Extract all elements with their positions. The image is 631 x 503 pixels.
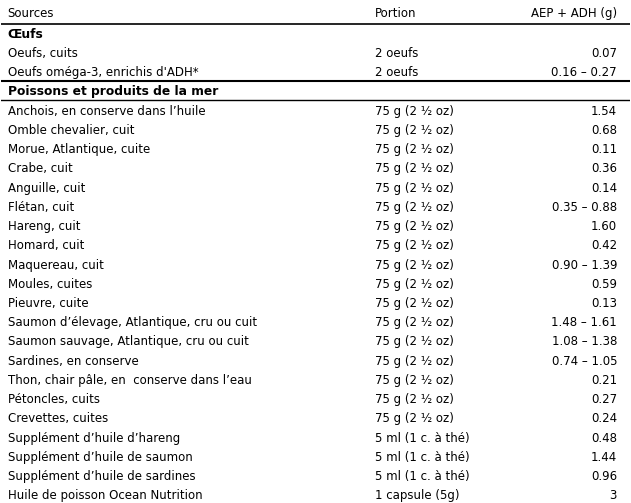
Text: Supplément d’huile d’hareng: Supplément d’huile d’hareng [8, 432, 180, 445]
Text: 75 g (2 ½ oz): 75 g (2 ½ oz) [375, 220, 454, 233]
Text: 0.16 – 0.27: 0.16 – 0.27 [551, 66, 617, 79]
Text: 75 g (2 ½ oz): 75 g (2 ½ oz) [375, 316, 454, 329]
Text: 0.74 – 1.05: 0.74 – 1.05 [551, 355, 617, 368]
Text: 5 ml (1 c. à thé): 5 ml (1 c. à thé) [375, 451, 470, 464]
Text: Anguille, cuit: Anguille, cuit [8, 182, 85, 195]
Text: 75 g (2 ½ oz): 75 g (2 ½ oz) [375, 239, 454, 253]
Text: Sources: Sources [8, 8, 54, 21]
Text: Sardines, en conserve: Sardines, en conserve [8, 355, 138, 368]
Text: 2 oeufs: 2 oeufs [375, 66, 418, 79]
Text: 0.27: 0.27 [591, 393, 617, 406]
Text: 75 g (2 ½ oz): 75 g (2 ½ oz) [375, 124, 454, 137]
Text: Moules, cuites: Moules, cuites [8, 278, 92, 291]
Text: 1.08 – 1.38: 1.08 – 1.38 [551, 336, 617, 349]
Text: 75 g (2 ½ oz): 75 g (2 ½ oz) [375, 412, 454, 426]
Text: 0.48: 0.48 [591, 432, 617, 445]
Text: 2 oeufs: 2 oeufs [375, 47, 418, 60]
Text: 3: 3 [610, 489, 617, 502]
Text: 0.11: 0.11 [591, 143, 617, 156]
Text: Huile de poisson Ocean Nutrition: Huile de poisson Ocean Nutrition [8, 489, 203, 502]
Text: 0.21: 0.21 [591, 374, 617, 387]
Text: 5 ml (1 c. à thé): 5 ml (1 c. à thé) [375, 432, 470, 445]
Text: 75 g (2 ½ oz): 75 g (2 ½ oz) [375, 143, 454, 156]
Text: Oeufs oméga-3, enrichis d'ADH*: Oeufs oméga-3, enrichis d'ADH* [8, 66, 198, 79]
Text: 0.14: 0.14 [591, 182, 617, 195]
Text: Pieuvre, cuite: Pieuvre, cuite [8, 297, 88, 310]
Text: 0.90 – 1.39: 0.90 – 1.39 [551, 259, 617, 272]
Text: Anchois, en conserve dans l’huile: Anchois, en conserve dans l’huile [8, 105, 205, 118]
Text: 0.07: 0.07 [591, 47, 617, 60]
Text: 75 g (2 ½ oz): 75 g (2 ½ oz) [375, 162, 454, 176]
Text: 1 capsule (5g): 1 capsule (5g) [375, 489, 459, 502]
Text: Maquereau, cuit: Maquereau, cuit [8, 259, 103, 272]
Text: Saumon sauvage, Atlantique, cru ou cuit: Saumon sauvage, Atlantique, cru ou cuit [8, 336, 249, 349]
Text: 1.44: 1.44 [591, 451, 617, 464]
Text: 0.68: 0.68 [591, 124, 617, 137]
Text: Poissons et produits de la mer: Poissons et produits de la mer [8, 86, 218, 98]
Text: Hareng, cuit: Hareng, cuit [8, 220, 80, 233]
Text: 75 g (2 ½ oz): 75 g (2 ½ oz) [375, 201, 454, 214]
Text: Supplément d’huile de sardines: Supplément d’huile de sardines [8, 470, 196, 483]
Text: 1.60: 1.60 [591, 220, 617, 233]
Text: 0.35 – 0.88: 0.35 – 0.88 [552, 201, 617, 214]
Text: Flétan, cuit: Flétan, cuit [8, 201, 74, 214]
Text: 75 g (2 ½ oz): 75 g (2 ½ oz) [375, 182, 454, 195]
Text: 75 g (2 ½ oz): 75 g (2 ½ oz) [375, 336, 454, 349]
Text: 5 ml (1 c. à thé): 5 ml (1 c. à thé) [375, 470, 470, 483]
Text: 1.48 – 1.61: 1.48 – 1.61 [551, 316, 617, 329]
Text: 75 g (2 ½ oz): 75 g (2 ½ oz) [375, 355, 454, 368]
Text: Portion: Portion [375, 8, 416, 21]
Text: 75 g (2 ½ oz): 75 g (2 ½ oz) [375, 374, 454, 387]
Text: 75 g (2 ½ oz): 75 g (2 ½ oz) [375, 259, 454, 272]
Text: 0.24: 0.24 [591, 412, 617, 426]
Text: AEP + ADH (g): AEP + ADH (g) [531, 8, 617, 21]
Text: 75 g (2 ½ oz): 75 g (2 ½ oz) [375, 297, 454, 310]
Text: 1.54: 1.54 [591, 105, 617, 118]
Text: Homard, cuit: Homard, cuit [8, 239, 84, 253]
Text: Morue, Atlantique, cuite: Morue, Atlantique, cuite [8, 143, 150, 156]
Text: Crevettes, cuites: Crevettes, cuites [8, 412, 108, 426]
Text: Œufs: Œufs [8, 28, 44, 41]
Text: 75 g (2 ½ oz): 75 g (2 ½ oz) [375, 393, 454, 406]
Text: 0.13: 0.13 [591, 297, 617, 310]
Text: Supplément d’huile de saumon: Supplément d’huile de saumon [8, 451, 192, 464]
Text: 75 g (2 ½ oz): 75 g (2 ½ oz) [375, 278, 454, 291]
Text: Crabe, cuit: Crabe, cuit [8, 162, 73, 176]
Text: 0.96: 0.96 [591, 470, 617, 483]
Text: Thon, chair pâle, en  conserve dans l’eau: Thon, chair pâle, en conserve dans l’eau [8, 374, 252, 387]
Text: Saumon d’élevage, Atlantique, cru ou cuit: Saumon d’élevage, Atlantique, cru ou cui… [8, 316, 257, 329]
Text: 0.36: 0.36 [591, 162, 617, 176]
Text: 75 g (2 ½ oz): 75 g (2 ½ oz) [375, 105, 454, 118]
Text: Pétoncles, cuits: Pétoncles, cuits [8, 393, 100, 406]
Text: 0.42: 0.42 [591, 239, 617, 253]
Text: Omble chevalier, cuit: Omble chevalier, cuit [8, 124, 134, 137]
Text: 0.59: 0.59 [591, 278, 617, 291]
Text: Oeufs, cuits: Oeufs, cuits [8, 47, 78, 60]
